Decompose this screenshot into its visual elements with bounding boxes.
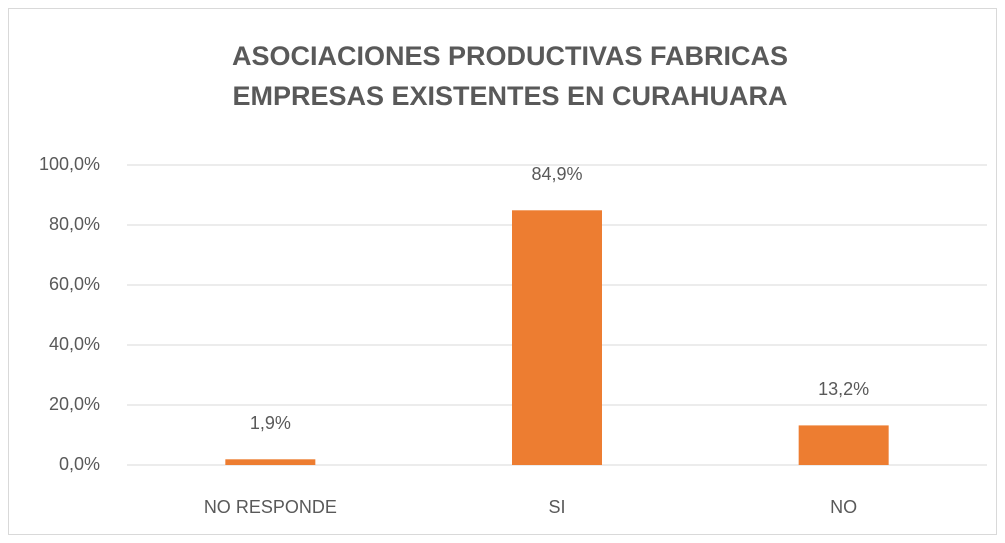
- y-tick-label: 60,0%: [49, 274, 100, 294]
- value-label: 1,9%: [250, 413, 291, 433]
- x-tick-label: SI: [548, 497, 565, 517]
- bar: [798, 425, 889, 465]
- value-label: 13,2%: [818, 379, 869, 399]
- value-label: 84,9%: [531, 164, 582, 184]
- y-tick-label: 80,0%: [49, 214, 100, 234]
- chart-title: ASOCIACIONES PRODUCTIVAS FABRICAS EMPRES…: [231, 41, 789, 111]
- x-tick-label: NO: [830, 497, 857, 517]
- x-tick-label: NO RESPONDE: [204, 497, 337, 517]
- y-tick-label: 40,0%: [49, 334, 100, 354]
- y-tick-label: 100,0%: [39, 154, 100, 174]
- y-tick-label: 0,0%: [59, 454, 100, 474]
- bar: [225, 459, 316, 465]
- bar: [512, 210, 602, 465]
- y-tick-label: 20,0%: [49, 394, 100, 414]
